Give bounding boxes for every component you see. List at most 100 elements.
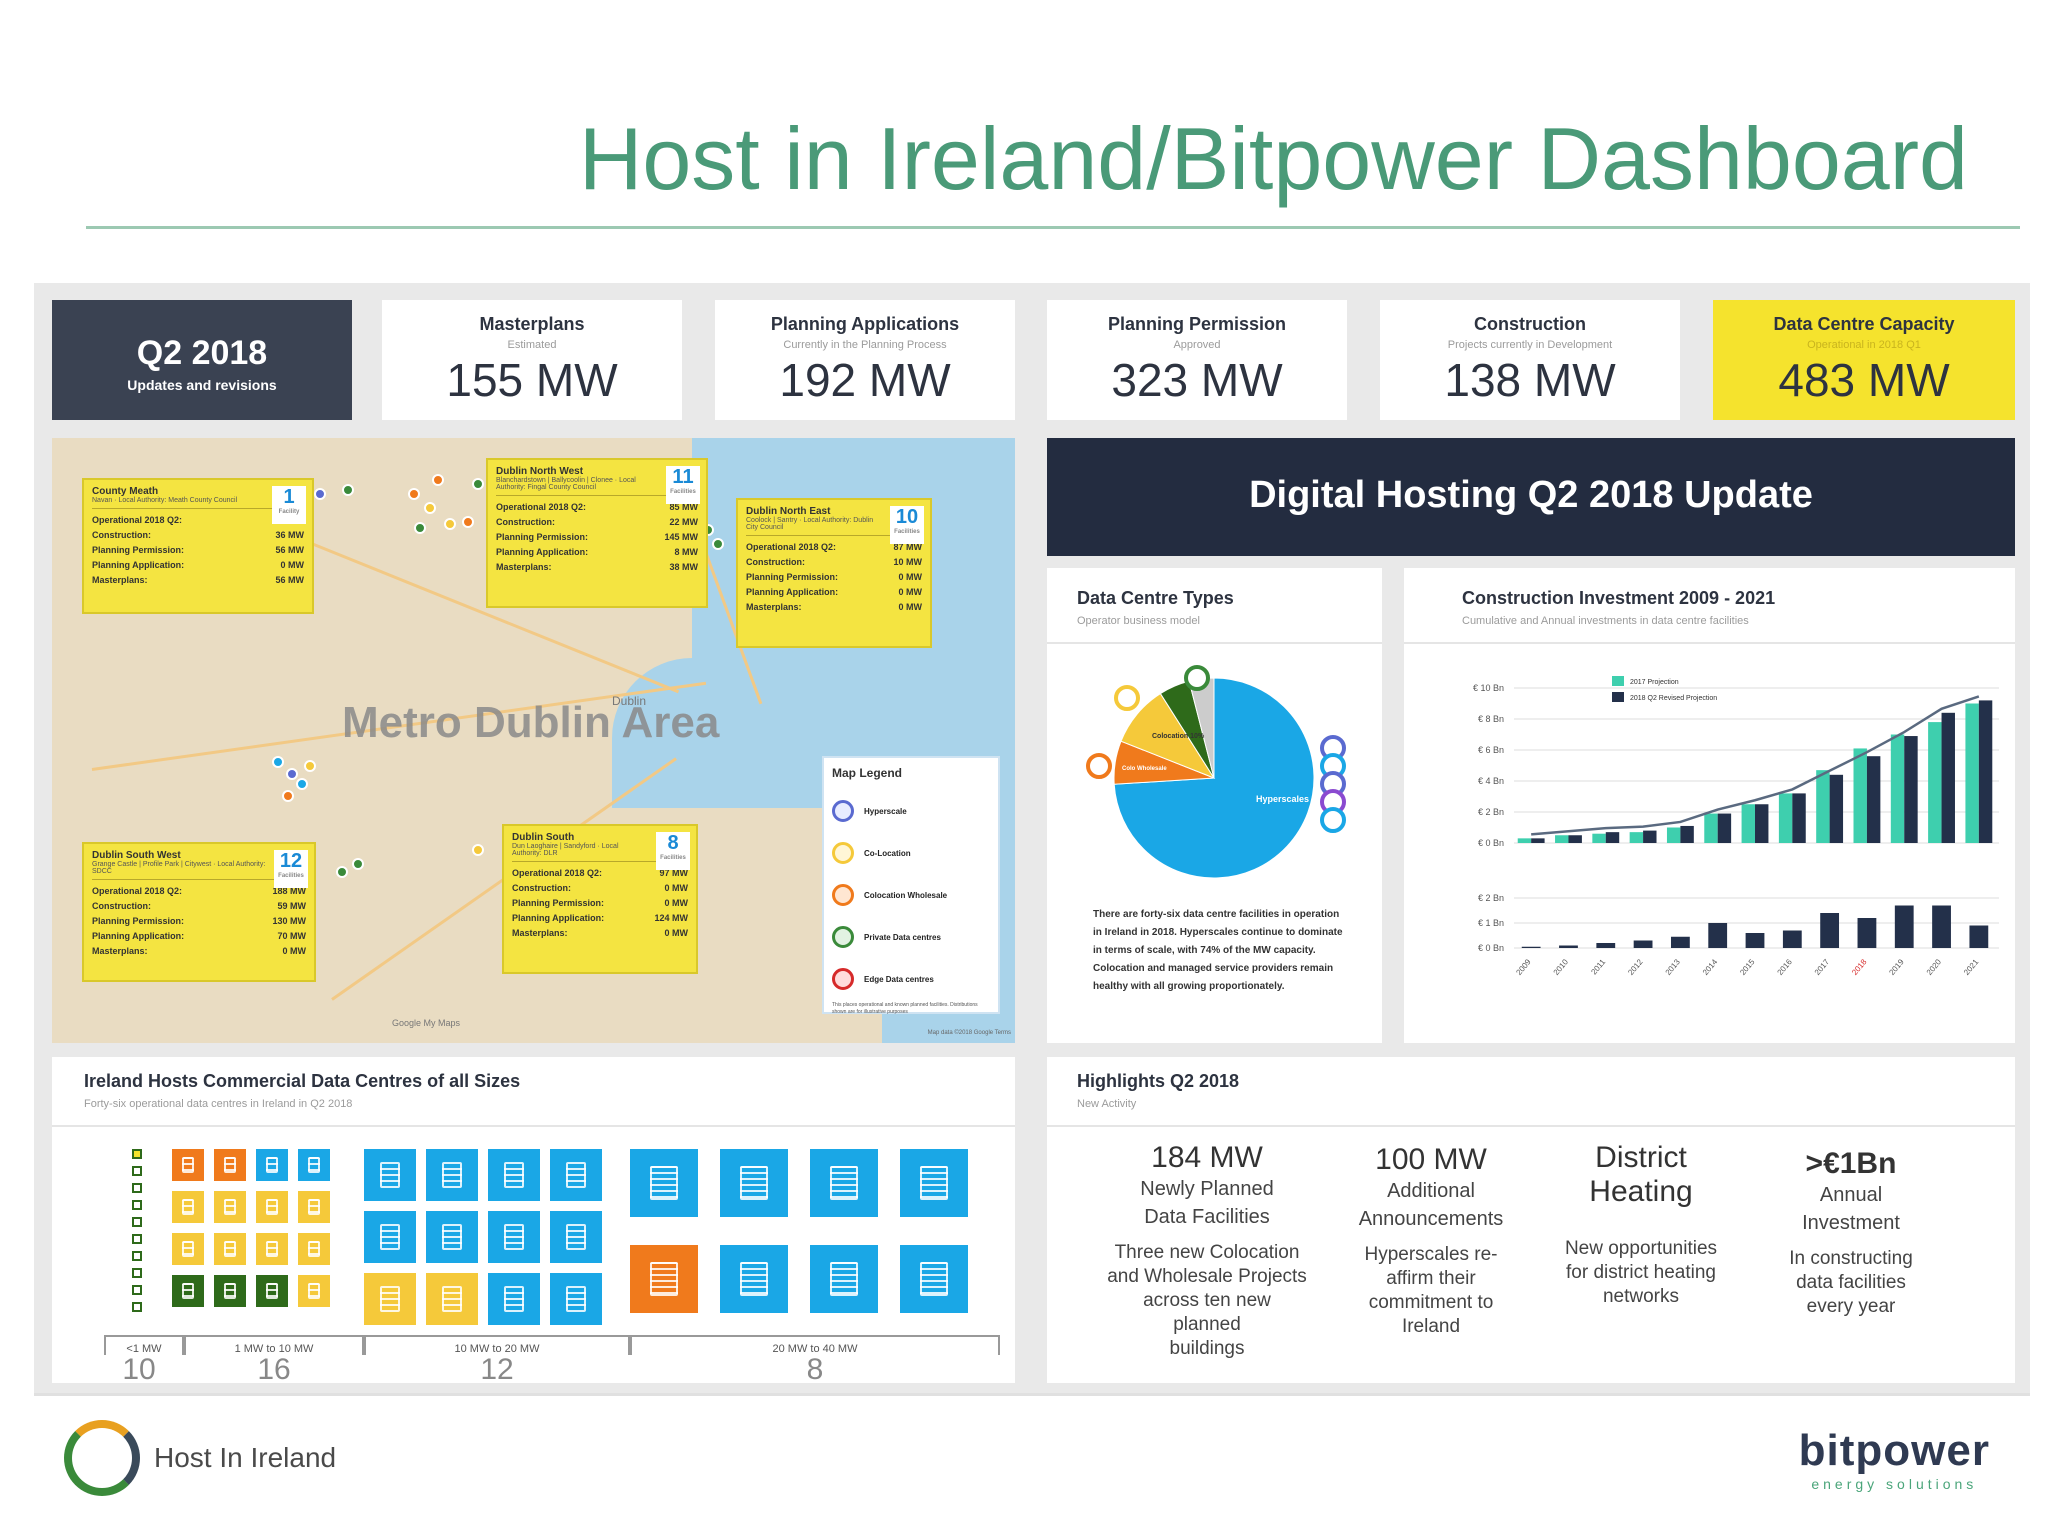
legend-label: 2017 Projection — [1630, 679, 1679, 686]
rack-glyph — [307, 1199, 321, 1215]
map-pin[interactable] — [424, 502, 436, 514]
legend-label: Private Data centres — [864, 932, 941, 942]
region-row: Planning Application: 0 MW — [92, 558, 304, 573]
map-pin[interactable] — [462, 516, 474, 528]
rack-glyph — [265, 1283, 279, 1299]
map-pin[interactable] — [342, 484, 354, 496]
map-pin[interactable] — [286, 768, 298, 780]
edge-unit-icon — [132, 1149, 142, 1159]
highlight-line: Three new Colocation — [1114, 1242, 1300, 1263]
data-centre-sizes-panel: Ireland Hosts Commercial Data Centres of… — [52, 1057, 1015, 1386]
row-label: Construction: — [512, 883, 571, 893]
highlight-line: and Wholesale Projects — [1107, 1266, 1307, 1287]
x-tick-label: 2021 — [1962, 957, 1981, 977]
map-pin[interactable] — [282, 790, 294, 802]
row-value: 0 MW — [280, 560, 305, 570]
rack-glyph — [181, 1283, 195, 1299]
server-rack-icon — [256, 1233, 288, 1265]
size-label: 20 MW to 40 MW — [772, 1343, 858, 1355]
y-tick-label: € 2 Bn — [1478, 893, 1504, 903]
quarter-tile: Q2 2018 Updates and revisions — [52, 300, 352, 420]
map-pin[interactable] — [304, 760, 316, 772]
map-pin[interactable] — [296, 778, 308, 790]
map-attribution[interactable]: Map data ©2018 Google Terms — [927, 1030, 1011, 1036]
facility-count-badge: 1 Facility — [272, 486, 306, 524]
kpi-title: Planning Applications — [770, 314, 960, 334]
kpi-subtitle: Projects currently in Development — [1447, 339, 1613, 351]
bar-annual — [1969, 925, 1989, 948]
bar-2017-projection — [1666, 827, 1681, 843]
edge-unit-icon — [132, 1302, 142, 1312]
y-tick-label: € 8 Bn — [1478, 714, 1504, 724]
bar-annual — [1521, 946, 1541, 948]
row-value: 188 MW — [272, 886, 306, 896]
row-value: 22 MW — [669, 517, 698, 527]
row-value: 56 MW — [275, 575, 304, 585]
bar-annual — [1894, 905, 1914, 948]
edge-unit-icon — [132, 1183, 142, 1193]
kpi-planning-applications: Planning Applications Currently in the P… — [715, 300, 1015, 420]
bar-annual — [1932, 905, 1951, 948]
digital-hosting-banner: Digital Hosting Q2 2018 Update — [1047, 438, 2015, 556]
trend-line — [1531, 695, 1980, 836]
region-card-dublin-north-west[interactable]: Dublin North West Blanchardstown | Bally… — [486, 458, 708, 608]
region-card-dublin-north-east[interactable]: Dublin North East Coolock | Santry · Loc… — [736, 498, 932, 648]
region-row: Planning Application: 0 MW — [746, 585, 922, 600]
highlight-text: Hyperscales re- affirm their commitment … — [1331, 1243, 1531, 1339]
highlight-text: New opportunities for district heating n… — [1541, 1237, 1741, 1309]
server-rack-icon — [256, 1275, 288, 1307]
rack-glyph — [503, 1286, 525, 1312]
legend-item-edge: Edge Data centres — [832, 968, 990, 990]
rack-glyph — [830, 1262, 858, 1296]
map-pin[interactable] — [444, 518, 456, 530]
x-tick-label: 2016 — [1776, 957, 1795, 977]
row-label: Operational 2018 Q2: — [92, 515, 183, 525]
server-rack-icon — [214, 1275, 246, 1307]
kpi-subtitle: Operational in 2018 Q1 — [1807, 339, 1921, 351]
highlight-value: >€1Bn — [1805, 1147, 1897, 1180]
rack-glyph — [441, 1286, 463, 1312]
kpi-masterplans: Masterplans Estimated 155 MW — [382, 300, 682, 420]
row-label: Construction: — [496, 517, 555, 527]
bar-2017-projection — [1629, 832, 1644, 843]
region-card-dublin-south-west[interactable]: Dublin South West Grange Castle | Profil… — [82, 842, 316, 982]
region-card-dublin-south[interactable]: Dublin South Dun Laoghaire | Sandyford ·… — [502, 824, 698, 974]
server-rack-icon — [214, 1149, 246, 1181]
server-rack-icon — [810, 1149, 878, 1217]
size-bracket — [630, 1335, 1000, 1355]
legend-label: Hyperscale — [864, 806, 907, 816]
map-pin[interactable] — [432, 474, 444, 486]
y-tick-label: € 0 Bn — [1478, 838, 1504, 848]
server-rack-icon — [488, 1211, 540, 1263]
map-pin[interactable] — [472, 844, 484, 856]
map-pin[interactable] — [272, 756, 284, 768]
bar-2018-revised — [1866, 756, 1881, 843]
dublin-map[interactable]: Metro Dublin Area Dublin County Meath Na… — [52, 438, 1015, 1043]
map-pin[interactable] — [408, 488, 420, 500]
region-card-county-meath[interactable]: County Meath Navan · Local Authority: Me… — [82, 478, 314, 614]
map-pin[interactable] — [336, 866, 348, 878]
server-rack-icon — [720, 1149, 788, 1217]
bar-2017-projection — [1704, 813, 1718, 843]
region-row: Planning Permission: 145 MW — [496, 530, 698, 545]
size-count: 10 — [122, 1353, 156, 1386]
highlight-label: Announcements — [1358, 1208, 1504, 1230]
legend-item-wholesale: Colocation Wholesale — [832, 884, 990, 906]
map-pin[interactable] — [472, 478, 484, 490]
kpi-planning-permission: Planning Permission Approved 323 MW — [1047, 300, 1347, 420]
highlight-line: buildings — [1169, 1338, 1245, 1359]
legend-swatch — [1612, 676, 1624, 686]
facility-count-badge: 12 Facilities — [274, 850, 308, 888]
server-rack-icon — [426, 1211, 478, 1263]
map-pin[interactable] — [414, 522, 426, 534]
row-label: Construction: — [92, 530, 151, 540]
edge-unit-icon — [132, 1200, 142, 1210]
x-tick-label: 2019 — [1887, 957, 1906, 977]
facility-unit: Facilities — [894, 529, 920, 535]
bar-annual — [1670, 936, 1690, 948]
map-pin[interactable] — [712, 538, 724, 550]
region-row: Masterplans: 0 MW — [92, 944, 306, 959]
map-pin[interactable] — [352, 858, 364, 870]
bitpower-logo: bitpower energy solutions — [1799, 1426, 1990, 1492]
map-pin[interactable] — [314, 488, 326, 500]
